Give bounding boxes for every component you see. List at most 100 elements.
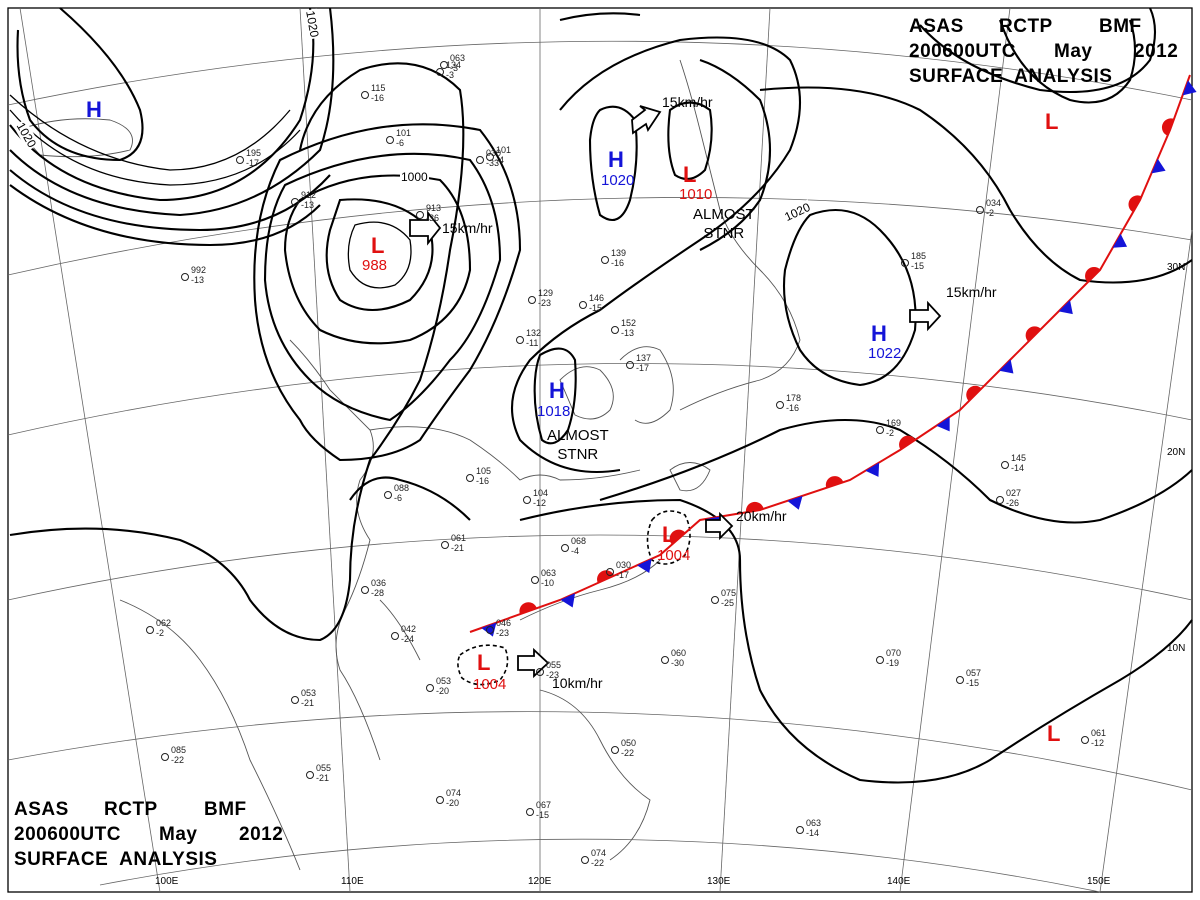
station-circle — [611, 746, 619, 754]
station-plot: 146 -15 — [589, 293, 604, 313]
isobar-h1022 — [782, 208, 917, 387]
station-plot: 027 -26 — [1006, 488, 1021, 508]
high-pressure-pacific: 1022 — [868, 345, 902, 362]
warm-front-semicircle — [1085, 266, 1101, 283]
station-value: -28 — [371, 588, 385, 598]
lon-label-110e: 110E — [341, 876, 364, 887]
isobar-scs-low — [457, 644, 509, 686]
isobar-thin-1 — [9, 94, 291, 171]
station-value: 139 — [611, 248, 627, 258]
station-value: -11 — [526, 338, 539, 348]
isobar-low-inner — [325, 198, 434, 311]
station-value: -16 — [611, 258, 625, 268]
isobars — [9, 7, 1193, 784]
title-line-2: 200600UTC May 2012 — [909, 41, 1179, 62]
warm-front-semicircle — [1025, 326, 1042, 342]
station-circle — [776, 401, 784, 409]
station-plot: 992 -13 — [191, 265, 206, 285]
station-value: -2 — [986, 208, 995, 218]
station-value: -22 — [621, 748, 635, 758]
low-pressure-scs: 1004 — [473, 676, 507, 693]
station-value: 145 — [1011, 453, 1027, 463]
station-circle — [416, 211, 424, 219]
station-value: 085 — [171, 745, 187, 755]
station-plot: 075 -25 — [721, 588, 736, 608]
almost-stationary-note-1: ALMOST STNR — [693, 206, 755, 242]
motion-arrow-4 — [705, 511, 734, 541]
isobar-nw-2 — [9, 7, 335, 217]
station-circle — [1001, 461, 1009, 469]
low-pressure-mongolia: 988 — [362, 257, 388, 274]
station-plot: 053 -21 — [301, 688, 316, 708]
station-plot: 913 -36 — [426, 203, 441, 223]
isobar-low-3 — [263, 152, 502, 422]
station-value: 104 — [533, 488, 549, 498]
station-circle — [386, 136, 394, 144]
isobar-top-arc — [559, 12, 641, 22]
station-value: -13 — [621, 328, 635, 338]
station-value: -12 — [533, 498, 547, 508]
low-center-se: L — [1047, 721, 1061, 746]
station-value: 030 — [616, 560, 632, 570]
station-plot: 105 -16 — [476, 466, 491, 486]
low-center-north: L — [683, 162, 697, 187]
map-frame — [7, 7, 1193, 893]
station-circle — [528, 296, 536, 304]
cold-front-triangle — [1112, 233, 1128, 248]
station-plot-symbols — [146, 61, 1089, 864]
isobar-nw-1 — [9, 7, 315, 202]
station-value: -23 — [546, 670, 560, 680]
lat-label-20n: 20N — [1167, 447, 1186, 458]
station-value: 027 — [1006, 488, 1022, 498]
station-value: -33 — [486, 158, 500, 168]
station-value: -13 — [191, 275, 205, 285]
station-value: -17 — [246, 158, 260, 168]
station-plot: 030 -17 — [616, 560, 631, 580]
isobar-h1018 — [533, 347, 577, 445]
station-value: 185 — [911, 251, 927, 261]
station-value: 061 — [451, 533, 467, 543]
footer-line-2: 200600UTC May 2012 — [14, 824, 284, 845]
station-value: 062 — [156, 618, 172, 628]
station-value: 068 — [571, 536, 587, 546]
station-circle — [476, 156, 484, 164]
map-title-bottom-left: ASAS RCTP BMF 200600UTC May 2012 SURFACE ANA… — [14, 797, 294, 872]
warm-front-semicircle — [966, 385, 982, 402]
station-circle — [516, 336, 524, 344]
station-plot: 055 -23 — [546, 660, 561, 680]
station-circle — [601, 256, 609, 264]
station-plot: 074 -20 — [446, 788, 461, 808]
warm-front-semicircle — [745, 501, 764, 513]
station-circle — [441, 541, 449, 549]
high-center-1018: H — [549, 378, 565, 403]
station-value: 195 — [246, 148, 262, 158]
station-circle — [661, 656, 669, 664]
station-plot: 074 -22 — [591, 848, 606, 868]
coastline-korea — [619, 346, 674, 424]
station-plot: 145 -14 — [1011, 453, 1026, 473]
station-value: -16 — [371, 93, 385, 103]
station-plot: 068 -4 — [571, 536, 586, 556]
coastlines — [17, 59, 801, 871]
station-circle — [526, 808, 534, 816]
station-plot: 088 -6 — [394, 483, 409, 503]
station-value: 101 — [496, 145, 512, 155]
station-value: -16 — [786, 403, 800, 413]
station-value: -24 — [401, 634, 415, 644]
station-circle — [486, 626, 494, 634]
station-circle — [384, 491, 392, 499]
station-plot: 070 -19 — [886, 648, 901, 668]
station-value: 036 — [371, 578, 387, 588]
station-plot: 129 -23 — [538, 288, 553, 308]
station-circle — [626, 361, 634, 369]
station-plot: 101 -6 — [396, 128, 411, 148]
isobar-label-1000: 1000 — [400, 170, 429, 184]
lon-label-100e: 100E — [155, 876, 179, 887]
low-pressure-taiwan: 1004 — [657, 547, 691, 564]
station-value: 074 — [446, 788, 462, 798]
low-center-mongolia: L — [371, 233, 385, 258]
cold-front-triangle — [1182, 80, 1197, 96]
coastline-nw — [17, 118, 133, 158]
station-circle — [361, 91, 369, 99]
